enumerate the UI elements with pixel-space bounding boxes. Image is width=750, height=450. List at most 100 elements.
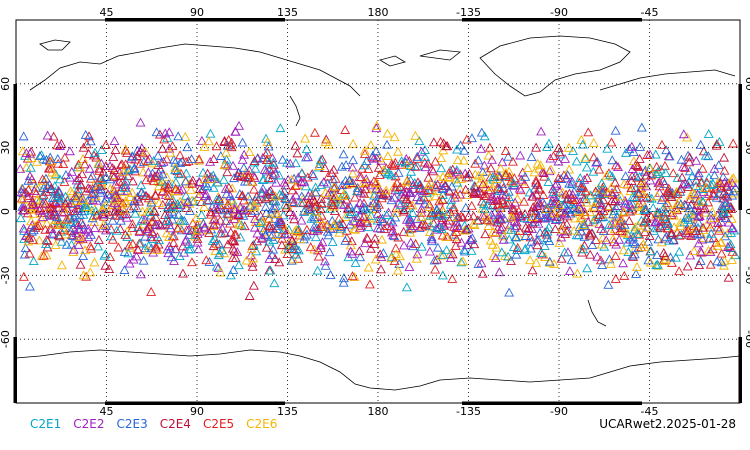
observation-marker bbox=[424, 246, 435, 256]
observation-marker bbox=[140, 146, 151, 156]
observation-marker bbox=[478, 179, 488, 189]
observation-marker bbox=[66, 166, 77, 176]
observation-marker bbox=[453, 212, 464, 222]
observation-marker bbox=[404, 261, 415, 271]
observation-marker bbox=[698, 204, 709, 214]
observation-marker bbox=[280, 229, 291, 239]
observation-marker bbox=[686, 230, 697, 240]
observation-marker bbox=[157, 169, 168, 179]
observation-marker bbox=[655, 222, 666, 232]
observation-marker bbox=[191, 213, 202, 223]
observation-marker bbox=[371, 198, 382, 208]
observation-marker bbox=[219, 248, 230, 258]
observation-marker bbox=[322, 221, 333, 231]
observation-marker bbox=[598, 225, 609, 235]
observation-marker bbox=[201, 255, 212, 265]
observation-marker bbox=[372, 208, 383, 218]
observation-marker bbox=[81, 271, 92, 281]
observation-marker bbox=[527, 191, 538, 201]
observation-marker bbox=[449, 231, 460, 241]
observation-marker bbox=[716, 248, 727, 258]
observation-marker bbox=[588, 137, 599, 147]
observation-marker bbox=[306, 213, 317, 223]
observation-marker bbox=[539, 240, 550, 250]
observation-marker bbox=[504, 192, 514, 202]
observation-marker bbox=[42, 130, 53, 140]
observation-marker bbox=[66, 216, 77, 226]
observation-marker bbox=[598, 187, 609, 197]
observation-marker bbox=[151, 241, 161, 251]
observation-marker bbox=[123, 165, 134, 175]
observation-marker bbox=[290, 190, 301, 200]
observation-marker bbox=[575, 197, 586, 206]
observation-marker bbox=[545, 153, 556, 163]
observation-marker bbox=[506, 255, 516, 265]
observation-marker bbox=[288, 254, 299, 264]
observation-marker bbox=[561, 173, 572, 183]
observation-marker bbox=[40, 201, 51, 211]
observation-marker bbox=[315, 204, 326, 213]
observation-marker bbox=[640, 165, 651, 175]
observation-marker bbox=[589, 203, 600, 213]
observation-marker bbox=[560, 228, 571, 238]
observation-marker bbox=[28, 225, 39, 235]
observation-marker bbox=[519, 245, 530, 255]
observation-marker bbox=[656, 216, 667, 226]
observation-marker bbox=[620, 171, 631, 181]
observation-marker bbox=[78, 153, 88, 163]
observation-marker bbox=[128, 201, 139, 211]
observation-marker bbox=[142, 155, 153, 165]
observation-marker bbox=[727, 222, 738, 232]
observation-marker bbox=[601, 235, 612, 245]
observation-marker bbox=[656, 139, 667, 149]
observation-marker bbox=[89, 188, 100, 198]
observation-marker bbox=[350, 257, 361, 267]
observation-marker bbox=[662, 219, 673, 229]
observation-marker bbox=[199, 221, 210, 231]
observation-marker bbox=[611, 239, 622, 249]
observation-marker bbox=[276, 190, 287, 200]
legend-item: C2E2 bbox=[73, 417, 105, 431]
observation-marker bbox=[496, 222, 507, 232]
observation-marker bbox=[243, 191, 254, 201]
observation-marker bbox=[98, 219, 109, 229]
observation-marker bbox=[629, 192, 640, 202]
observation-marker bbox=[316, 222, 327, 232]
observation-marker bbox=[227, 235, 238, 245]
coast-greenland bbox=[479, 35, 631, 97]
observation-marker bbox=[354, 222, 365, 232]
observation-marker bbox=[661, 254, 671, 264]
observation-marker bbox=[472, 187, 483, 197]
observation-marker bbox=[246, 243, 257, 253]
observation-marker bbox=[101, 172, 112, 182]
observation-marker bbox=[181, 168, 192, 178]
observation-marker bbox=[607, 171, 618, 181]
observation-marker bbox=[120, 159, 131, 169]
observation-marker bbox=[153, 150, 164, 160]
observation-marker bbox=[608, 209, 619, 219]
observation-marker bbox=[631, 193, 642, 202]
lat-tick-label: -60 bbox=[0, 330, 12, 348]
observation-marker bbox=[301, 152, 311, 162]
observation-marker bbox=[110, 179, 121, 189]
observation-marker bbox=[651, 169, 662, 179]
observation-marker bbox=[430, 264, 441, 274]
observation-marker bbox=[691, 175, 702, 185]
observation-marker bbox=[371, 177, 382, 187]
observation-marker bbox=[635, 141, 646, 151]
observation-marker bbox=[22, 153, 33, 163]
observation-marker bbox=[323, 171, 334, 181]
lat-tick-label: 60 bbox=[0, 77, 12, 91]
observation-marker bbox=[476, 143, 487, 153]
observation-marker bbox=[290, 140, 301, 150]
observation-marker bbox=[646, 246, 657, 256]
observation-marker bbox=[262, 137, 273, 146]
observation-marker bbox=[709, 170, 720, 180]
observation-marker bbox=[473, 155, 484, 165]
observation-marker bbox=[653, 234, 664, 244]
observation-marker bbox=[675, 199, 686, 209]
observation-marker bbox=[693, 211, 704, 221]
observation-marker bbox=[410, 130, 421, 140]
observation-marker bbox=[177, 156, 188, 166]
observation-marker bbox=[420, 152, 431, 162]
